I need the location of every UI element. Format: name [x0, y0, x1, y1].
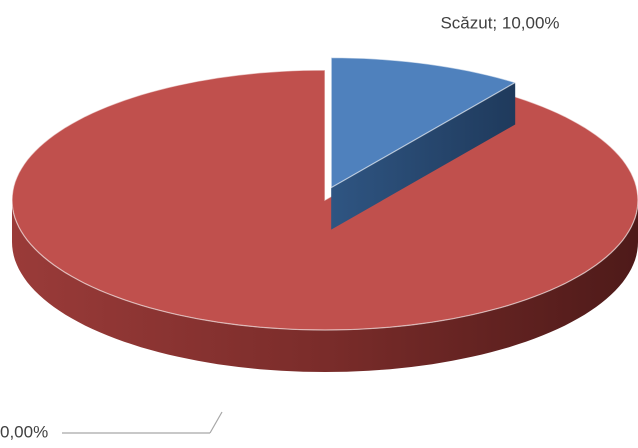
pie-slice — [330, 56, 517, 189]
pie-slice — [11, 69, 638, 331]
data-label: 0,00% — [0, 422, 48, 441]
data-label: Scăzut; 10,00% — [440, 13, 559, 32]
slice-side — [12, 200, 638, 372]
leader-line — [209, 411, 223, 434]
slice-side — [331, 82, 516, 230]
